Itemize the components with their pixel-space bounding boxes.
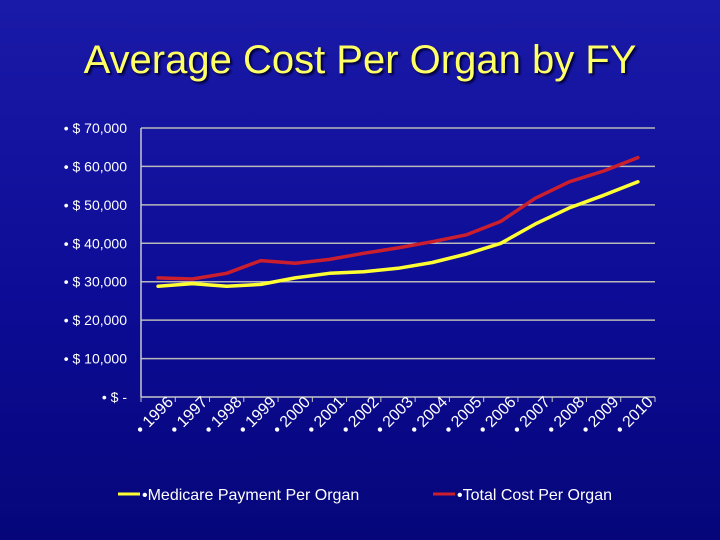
y-tick-label: • $ - — [102, 389, 127, 405]
y-tick-label: • $ 50,000 — [64, 197, 128, 213]
x-tick-label: • 1996 — [133, 394, 177, 438]
y-tick-label: • $ 20,000 — [64, 312, 128, 328]
x-tick-label: • 2006 — [475, 394, 519, 438]
legend-label: •Total Cost Per Organ — [457, 487, 612, 504]
series-line-total-cost — [156, 155, 640, 281]
x-tick-label: • 2002 — [338, 394, 382, 438]
y-tick-label: • $ 60,000 — [64, 158, 128, 174]
y-tick-label: • $ 30,000 — [64, 274, 128, 290]
legend-label: •Medicare Payment Per Organ — [142, 487, 359, 504]
slide-title: Average Cost Per Organ by FY — [83, 38, 637, 82]
x-tick-label: • 1998 — [201, 394, 245, 438]
x-tick-label: • 1997 — [167, 394, 211, 438]
series-line-medicare-payment — [156, 180, 640, 289]
legend: •Medicare Payment Per Organ •Total Cost P… — [118, 487, 612, 504]
y-tick-label: • $ 70,000 — [64, 120, 128, 136]
series-lines — [156, 155, 640, 289]
x-tick-label: • 2001 — [304, 394, 348, 438]
x-tick-label: • 2004 — [407, 394, 451, 438]
axes: • $ 70,000 • $ 60,000 • $ 50,000 • $ 40,000… — [64, 120, 657, 438]
x-tick-label: • 2003 — [373, 394, 417, 438]
x-tick-label: • 1999 — [235, 394, 279, 438]
x-tick-label: • 2007 — [510, 394, 554, 438]
x-tick-label: • 2000 — [270, 394, 314, 438]
x-tick-label: • 2008 — [544, 394, 588, 438]
gridlines — [141, 127, 655, 360]
y-tick-label: • $ 40,000 — [64, 235, 128, 251]
x-tick-label: • 2005 — [441, 394, 485, 438]
x-tick-label: • 2009 — [578, 394, 622, 438]
y-tick-label: • $ 10,000 — [64, 351, 128, 367]
x-tick-label: • 2010 — [612, 394, 656, 438]
